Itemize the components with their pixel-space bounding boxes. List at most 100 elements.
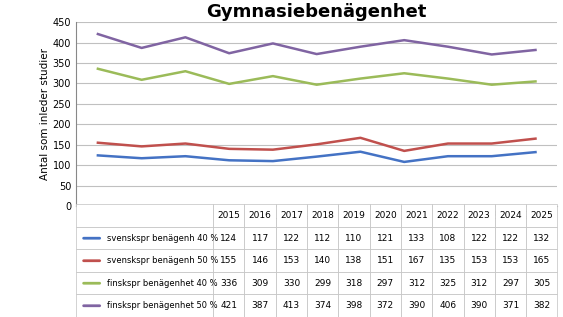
Text: 305: 305 — [533, 279, 551, 288]
Bar — [244, 227, 276, 249]
Text: 155: 155 — [220, 256, 238, 265]
Bar — [463, 227, 495, 249]
Text: 398: 398 — [345, 301, 363, 310]
Text: 2018: 2018 — [311, 211, 334, 220]
Text: 325: 325 — [439, 279, 457, 288]
Bar — [276, 294, 307, 317]
Bar — [213, 204, 244, 227]
Bar — [307, 204, 338, 227]
Bar — [276, 204, 307, 227]
Bar — [370, 227, 401, 249]
Bar — [526, 272, 557, 294]
Text: 121: 121 — [377, 234, 394, 243]
Bar — [401, 272, 432, 294]
Text: 135: 135 — [439, 256, 457, 265]
Bar — [76, 204, 213, 227]
Text: 390: 390 — [408, 301, 425, 310]
Title: Gymnasiebenägenhet: Gymnasiebenägenhet — [207, 3, 427, 21]
Text: 312: 312 — [408, 279, 425, 288]
Text: 2015: 2015 — [217, 211, 240, 220]
Text: 133: 133 — [408, 234, 425, 243]
Text: 108: 108 — [439, 234, 457, 243]
Bar — [463, 249, 495, 272]
Bar — [213, 294, 244, 317]
Text: 2023: 2023 — [468, 211, 490, 220]
Text: 122: 122 — [283, 234, 300, 243]
Bar — [526, 204, 557, 227]
Bar — [213, 249, 244, 272]
Text: 2021: 2021 — [405, 211, 428, 220]
Text: 336: 336 — [220, 279, 238, 288]
Text: 413: 413 — [283, 301, 300, 310]
Bar — [432, 272, 463, 294]
Text: 151: 151 — [377, 256, 394, 265]
Bar — [495, 272, 526, 294]
Bar — [213, 227, 244, 249]
Text: 117: 117 — [252, 234, 269, 243]
Text: svenskspr benägenh 50 %: svenskspr benägenh 50 % — [108, 256, 218, 265]
Bar — [338, 204, 370, 227]
Text: 112: 112 — [314, 234, 331, 243]
Text: finskspr benägenhet 40 %: finskspr benägenhet 40 % — [108, 279, 218, 288]
Bar — [276, 249, 307, 272]
Bar — [307, 294, 338, 317]
Bar — [526, 294, 557, 317]
Text: 122: 122 — [471, 234, 488, 243]
Bar — [244, 272, 276, 294]
Text: 330: 330 — [283, 279, 300, 288]
Bar — [76, 227, 213, 249]
Bar — [370, 249, 401, 272]
Bar — [307, 249, 338, 272]
Text: 167: 167 — [408, 256, 425, 265]
Text: 122: 122 — [502, 234, 519, 243]
Bar — [495, 294, 526, 317]
Bar — [307, 272, 338, 294]
Text: 132: 132 — [533, 234, 550, 243]
Text: 153: 153 — [502, 256, 519, 265]
Text: 309: 309 — [252, 279, 269, 288]
Bar — [338, 294, 370, 317]
Text: 2022: 2022 — [436, 211, 459, 220]
Bar — [307, 227, 338, 249]
Bar — [338, 227, 370, 249]
Bar — [401, 294, 432, 317]
Bar — [370, 272, 401, 294]
Bar — [338, 272, 370, 294]
Text: 387: 387 — [252, 301, 269, 310]
Bar — [432, 249, 463, 272]
Text: 110: 110 — [345, 234, 363, 243]
Text: svenskspr benägenh 40 %: svenskspr benägenh 40 % — [108, 234, 218, 243]
Text: 153: 153 — [283, 256, 300, 265]
Bar — [213, 272, 244, 294]
Bar — [432, 204, 463, 227]
Bar — [276, 227, 307, 249]
Bar — [76, 272, 213, 294]
Bar — [495, 249, 526, 272]
Bar — [401, 227, 432, 249]
Text: 297: 297 — [502, 279, 519, 288]
Text: 372: 372 — [377, 301, 394, 310]
Bar — [244, 204, 276, 227]
Text: 299: 299 — [314, 279, 331, 288]
Text: 297: 297 — [377, 279, 394, 288]
Bar — [76, 294, 213, 317]
Bar — [276, 272, 307, 294]
Text: 2024: 2024 — [499, 211, 522, 220]
Bar — [244, 294, 276, 317]
Text: 374: 374 — [314, 301, 331, 310]
Text: 146: 146 — [252, 256, 269, 265]
Text: 140: 140 — [314, 256, 331, 265]
Text: 153: 153 — [471, 256, 488, 265]
Bar — [401, 249, 432, 272]
Text: 2020: 2020 — [374, 211, 397, 220]
Text: 312: 312 — [471, 279, 488, 288]
Bar — [338, 249, 370, 272]
Text: 2019: 2019 — [342, 211, 365, 220]
Text: 2017: 2017 — [280, 211, 303, 220]
Text: 138: 138 — [345, 256, 363, 265]
Bar — [463, 204, 495, 227]
Text: finskspr benägenhet 50 %: finskspr benägenhet 50 % — [108, 301, 218, 310]
Bar — [526, 249, 557, 272]
Bar — [526, 227, 557, 249]
Bar — [495, 227, 526, 249]
